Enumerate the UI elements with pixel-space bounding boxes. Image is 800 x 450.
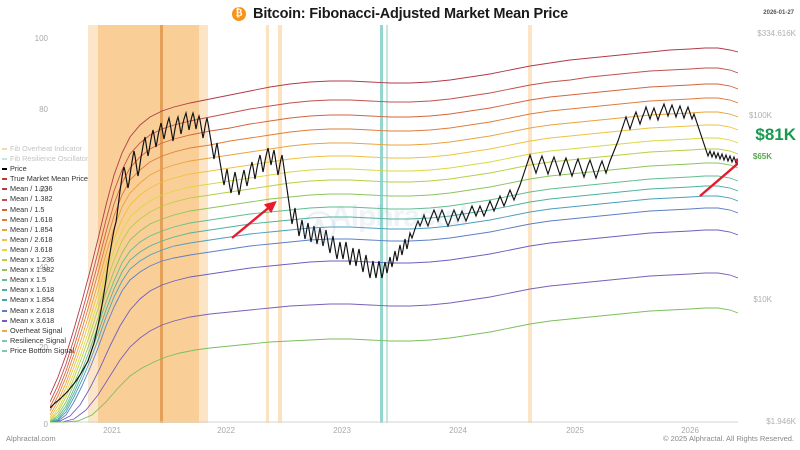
legend-item[interactable]: Mean / 2.618 — [2, 235, 88, 245]
legend-color-swatch — [2, 208, 7, 211]
legend-item[interactable]: Price — [2, 164, 88, 174]
legend-item-label: Mean x 1.5 — [10, 275, 47, 285]
y-tick-80: 80 — [39, 105, 48, 114]
page-title: Bitcoin: Fibonacci-Adjusted Market Mean … — [253, 6, 568, 22]
legend-item[interactable]: Mean x 1.236 — [2, 255, 88, 265]
footer-copyright: © 2025 Alphractal. All Rights Reserved. — [662, 434, 794, 443]
legend-item-label: Mean x 3.618 — [10, 315, 55, 325]
legend-item-label: Fib Resilience Oscillator — [10, 154, 89, 164]
chart-header: ₿ Bitcoin: Fibonacci-Adjusted Market Mea… — [0, 6, 800, 22]
legend-item[interactable]: Mean x 2.618 — [2, 306, 88, 316]
legend-color-swatch — [2, 309, 7, 312]
legend-item[interactable]: Mean x 1.854 — [2, 295, 88, 305]
chart-plot-area — [50, 25, 738, 423]
footer-site: Alphractal.com — [6, 434, 56, 443]
x-tick-2021: 2021 — [103, 426, 121, 435]
legend-item-label: Resilience Signal — [10, 335, 66, 345]
legend-item[interactable]: Mean x 1.5 — [2, 275, 88, 285]
y-tick-60: 60 — [39, 185, 48, 194]
legend-item[interactable]: Mean / 1.5 — [2, 205, 88, 215]
y-tick-40: 40 — [39, 263, 48, 272]
price-line — [50, 102, 738, 409]
x-tick-2023: 2023 — [333, 426, 351, 435]
legend-color-swatch — [2, 178, 7, 181]
watermark-mark: Ⓐ — [302, 211, 336, 249]
legend-item-label: Mean x 2.618 — [10, 305, 55, 315]
legend-color-swatch — [2, 188, 7, 191]
legend-item-label: Price — [10, 164, 27, 174]
legend-item[interactable]: Mean x 3.618 — [2, 316, 88, 326]
legend-item-label: Mean / 1.382 — [10, 194, 53, 204]
snapshot-date: 2026-01-27 — [763, 10, 794, 16]
x-tick-2024: 2024 — [449, 426, 467, 435]
legend-color-swatch — [2, 148, 7, 151]
legend-item-label: Mean x 1.236 — [10, 255, 55, 265]
legend-item[interactable]: Mean / 3.618 — [2, 245, 88, 255]
legend-color-swatch — [2, 279, 7, 282]
chart-legend: Fib Overheat Indicator Fib Resilience Osc… — [2, 144, 88, 356]
legend-item[interactable]: Mean / 1.236 — [2, 184, 88, 194]
legend-item-label: Mean / 2.618 — [10, 234, 53, 244]
legend-color-swatch — [2, 339, 7, 342]
top-band-label: $334.616K — [757, 29, 796, 38]
legend-color-swatch — [2, 198, 7, 201]
legend-item[interactable]: Fib Overheat Indicator — [2, 144, 88, 154]
legend-color-swatch — [2, 299, 7, 302]
legend-color-swatch — [2, 269, 7, 272]
legend-item[interactable]: Mean / 1.618 — [2, 215, 88, 225]
x-tick-2025: 2025 — [566, 426, 584, 435]
legend-color-swatch — [2, 238, 7, 241]
legend-item-label: Mean x 1.618 — [10, 285, 55, 295]
legend-item[interactable]: True Market Mean Price — [2, 174, 88, 184]
legend-color-swatch — [2, 248, 7, 251]
legend-item-label: Price Bottom Signal — [10, 345, 75, 355]
legend-item-label: Mean / 1.854 — [10, 224, 53, 234]
fibonacci-band-fan — [50, 47, 738, 423]
legend-color-swatch — [2, 329, 7, 332]
legend-item[interactable]: Mean x 1.382 — [2, 265, 88, 275]
legend-item[interactable]: Mean x 1.618 — [2, 285, 88, 295]
bitcoin-icon: ₿ — [232, 7, 247, 21]
legend-item-label: Overheat Signal — [10, 325, 63, 335]
legend-item[interactable]: Mean / 1.854 — [2, 225, 88, 235]
bottom-label: $1.946K — [766, 417, 796, 426]
y-tick-0: 0 — [43, 420, 48, 429]
x-tick-2022: 2022 — [217, 426, 235, 435]
legend-item-label: Mean x 1.854 — [10, 295, 55, 305]
mean-price-label: $65K — [752, 152, 772, 161]
legend-item-label: True Market Mean Price — [10, 174, 88, 184]
legend-color-swatch — [2, 228, 7, 231]
legend-color-swatch — [2, 158, 7, 161]
legend-item-label: Mean / 1.236 — [10, 184, 53, 194]
legend-color-swatch — [2, 218, 7, 221]
legend-item-label: Mean / 3.618 — [10, 244, 53, 254]
legend-color-swatch — [2, 289, 7, 292]
legend-item-label: Mean / 1.5 — [10, 204, 45, 214]
legend-item[interactable]: Mean / 1.382 — [2, 194, 88, 204]
legend-item[interactable]: Overheat Signal — [2, 326, 88, 336]
y-tick-20: 20 — [39, 343, 48, 352]
legend-color-swatch — [2, 349, 7, 352]
legend-item[interactable]: Fib Resilience Oscillator — [2, 154, 88, 164]
legend-item-label: Mean / 1.618 — [10, 214, 53, 224]
ten-k-label: $10K — [753, 295, 772, 304]
x-tick-2026: 2026 — [681, 426, 699, 435]
y-tick-100: 100 — [34, 34, 48, 43]
current-price: $81K — [755, 125, 796, 144]
legend-item-label: Fib Overheat Indicator — [10, 144, 83, 153]
legend-item[interactable]: Price Bottom Signal — [2, 346, 88, 356]
legend-color-swatch — [2, 259, 7, 262]
legend-item[interactable]: Resilience Signal — [2, 336, 88, 346]
chart-svg — [50, 25, 738, 423]
legend-color-swatch — [2, 168, 7, 171]
annotation-arrows — [231, 155, 738, 239]
legend-color-swatch — [2, 319, 7, 322]
hundred-k-label: $100K — [748, 111, 772, 120]
legend-item-label: Mean x 1.382 — [10, 265, 55, 275]
